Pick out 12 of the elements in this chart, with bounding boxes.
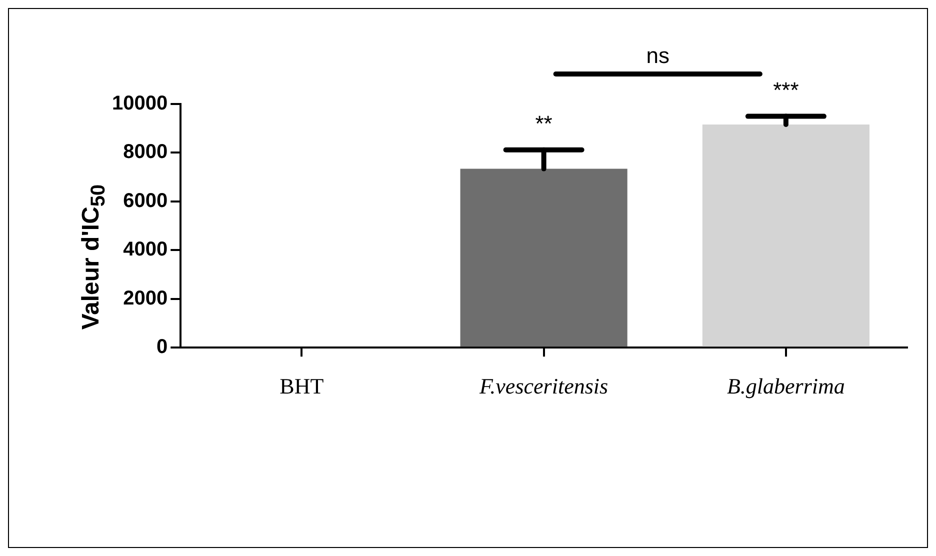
text: ns (646, 43, 670, 68)
x-tick-label: BHT (280, 374, 324, 399)
y-tick-label: 0 (156, 336, 168, 358)
text: *** (773, 77, 800, 102)
y-tick-label: 8000 (123, 141, 168, 164)
x-tick-label: F.vesceritensis (478, 374, 608, 399)
y-tick-label: 4000 (123, 238, 168, 261)
x-tick-label: B.glaberrima (726, 374, 845, 399)
y-tick-label: 2000 (123, 287, 168, 310)
y-tick-label: 6000 (123, 190, 168, 212)
annotation: ** (535, 110, 553, 136)
y-tick-label: 10000 (112, 92, 168, 115)
